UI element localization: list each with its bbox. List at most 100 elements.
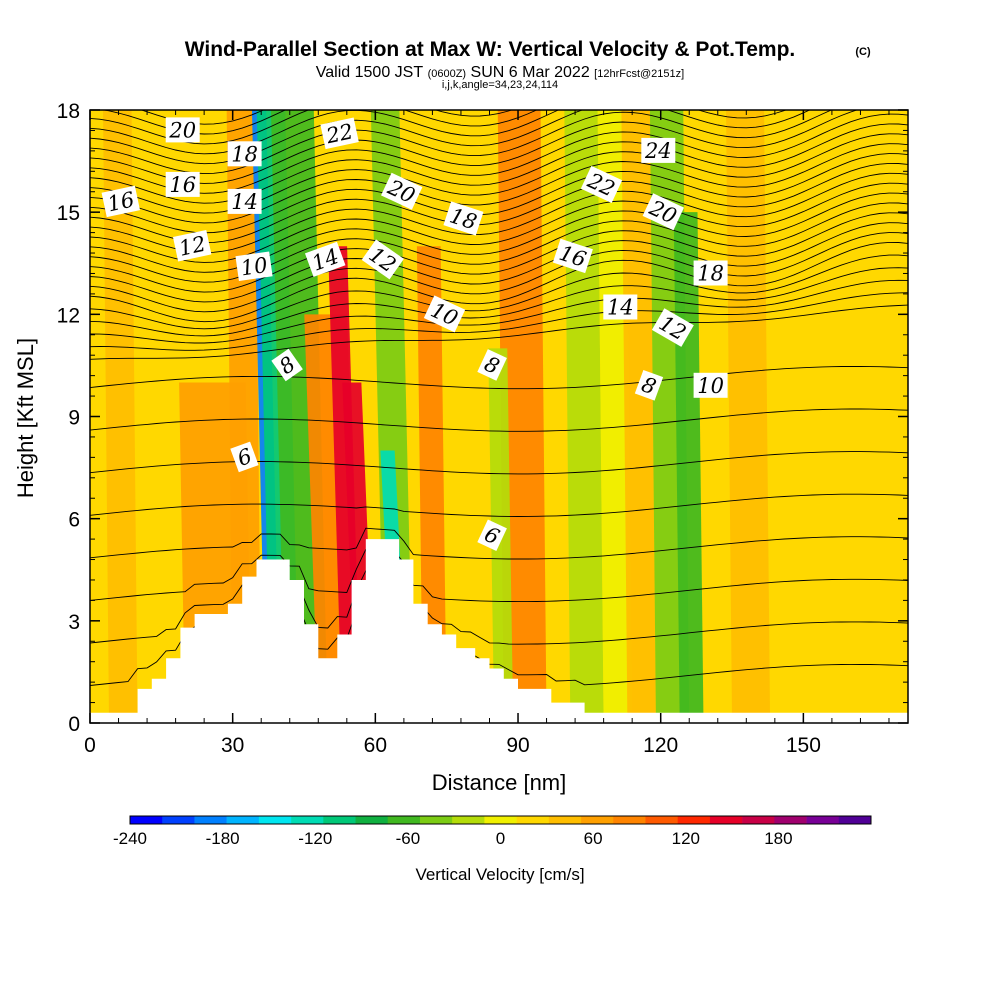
y-tick-label: 15 [57, 202, 80, 225]
colorbar-segment [516, 816, 550, 824]
contour-label-box [642, 193, 685, 231]
colorbar-tick-label: -180 [206, 829, 240, 848]
colorbar-segment [774, 816, 807, 824]
contour-label-box [693, 372, 728, 398]
theta-contour-line [90, 123, 908, 204]
colorbar-segment [226, 816, 260, 824]
colorbar-segment [484, 816, 517, 824]
colorbar-segment [258, 816, 292, 824]
forecast-info: [12hrFcst@2151z] [594, 68, 684, 80]
contour-label-text: 24 [644, 139, 672, 163]
contour-label-box [101, 185, 141, 218]
contour-label-text: 14 [231, 190, 258, 214]
x-axis-title: Distance [nm] [432, 770, 567, 795]
y-tick-label: 12 [57, 304, 80, 327]
contour-label: 8 [477, 349, 507, 381]
contour-label: 14 [603, 294, 638, 320]
theta-contour-line [90, 366, 908, 390]
theta-contour-line [90, 110, 811, 165]
y-tick-label: 9 [68, 407, 80, 430]
contour-label: 12 [172, 229, 212, 262]
x-axis: 0 30 60 90 120 150 [84, 110, 821, 757]
x-tick-label: 150 [786, 734, 821, 757]
colorbar-tick-label: 60 [584, 829, 603, 848]
contour-label: 10 [693, 372, 728, 398]
theta-contour-line [90, 527, 908, 560]
x-tick-label: 60 [364, 734, 387, 757]
velocity-band [621, 110, 656, 723]
colorbar-tick-label: -240 [113, 829, 147, 848]
theta-contour-line [90, 279, 908, 344]
contour-label: 16 [552, 238, 593, 274]
contour-label-box [227, 141, 262, 167]
contour-label-box [552, 238, 593, 274]
y-axis-title: Height [Kft MSL] [13, 338, 38, 498]
valid-time-line: Valid 1500 JST (0600Z) SUN 6 Mar 2022 [1… [316, 64, 684, 81]
contour-label-text: 14 [607, 296, 634, 320]
velocity-band [103, 110, 138, 723]
x-tick-label: 30 [221, 734, 244, 757]
theta-contour-line [90, 143, 908, 224]
colorbar-segment [742, 816, 775, 824]
contour-label-box [227, 188, 262, 214]
contour-label-text: 18 [697, 262, 724, 286]
contour-label-box [443, 201, 484, 236]
theta-contour-line [90, 408, 908, 432]
colorbar-segment [194, 816, 227, 824]
contour-label: 8 [634, 369, 664, 401]
x-tick-label: 90 [506, 734, 529, 757]
contour-label-box [172, 229, 212, 262]
contour-label: 10 [235, 251, 273, 281]
colorbar-segment [452, 816, 485, 824]
contour-label-box [423, 295, 466, 333]
x-tick-label: 0 [84, 734, 96, 757]
theta-contour-line [90, 212, 908, 293]
contour-label-box [381, 172, 423, 210]
plot-area [90, 110, 908, 723]
y-tick-label: 18 [57, 100, 80, 123]
contour-label-box [361, 239, 404, 280]
y-tick-label: 3 [68, 611, 80, 634]
theta-contour-line [90, 110, 538, 145]
theta-contour-line [90, 153, 908, 234]
colorbar-segment [130, 816, 163, 824]
contour-label-box [320, 117, 359, 150]
colorbar-frame [129, 815, 872, 825]
theta-contour-line [90, 110, 788, 155]
contour-label-box [165, 117, 200, 143]
section-params: i,j,k,angle=34,23,24,114 [442, 79, 558, 91]
colorbar-tick-label: -120 [298, 829, 332, 848]
colorbar-segment [355, 816, 389, 824]
chart-title: Wind-Parallel Section at Max W: Vertical… [185, 38, 796, 61]
contour-label-box [477, 519, 507, 552]
theta-contour-line [90, 192, 908, 273]
contour-label-text: 20 [168, 118, 196, 142]
colorbar-segment [806, 816, 840, 824]
theta-contour-line [90, 133, 908, 214]
contour-label: 16 [165, 171, 200, 197]
theta-contour-line [90, 451, 908, 475]
x-tick-label: 120 [643, 734, 678, 757]
valid-utc: (0600Z) [428, 68, 467, 80]
colorbar-segment [613, 816, 646, 824]
valid-date: SUN 6 Mar 2022 [471, 64, 590, 81]
theta-contours [90, 110, 908, 686]
contour-label: 16 [101, 185, 141, 218]
contour-label-box [641, 137, 676, 163]
colorbar-segment [709, 816, 743, 824]
contour-label-text: 10 [697, 374, 724, 398]
theta-contour-line [140, 110, 265, 125]
colorbar-segment [291, 816, 324, 824]
y-tick-label: 6 [68, 509, 80, 532]
contour-label-text: 16 [169, 173, 196, 197]
theta-contour-line [90, 493, 908, 517]
contour-label: 18 [693, 260, 728, 286]
contour-label: 14 [227, 188, 262, 214]
colorbar-segment [645, 816, 678, 824]
colorbar-tick-label: -60 [396, 829, 421, 848]
contour-label-box [693, 260, 728, 286]
theta-contour-line [101, 110, 513, 135]
colorbar-segment [323, 816, 356, 824]
contour-label-text: 22 [323, 119, 355, 148]
